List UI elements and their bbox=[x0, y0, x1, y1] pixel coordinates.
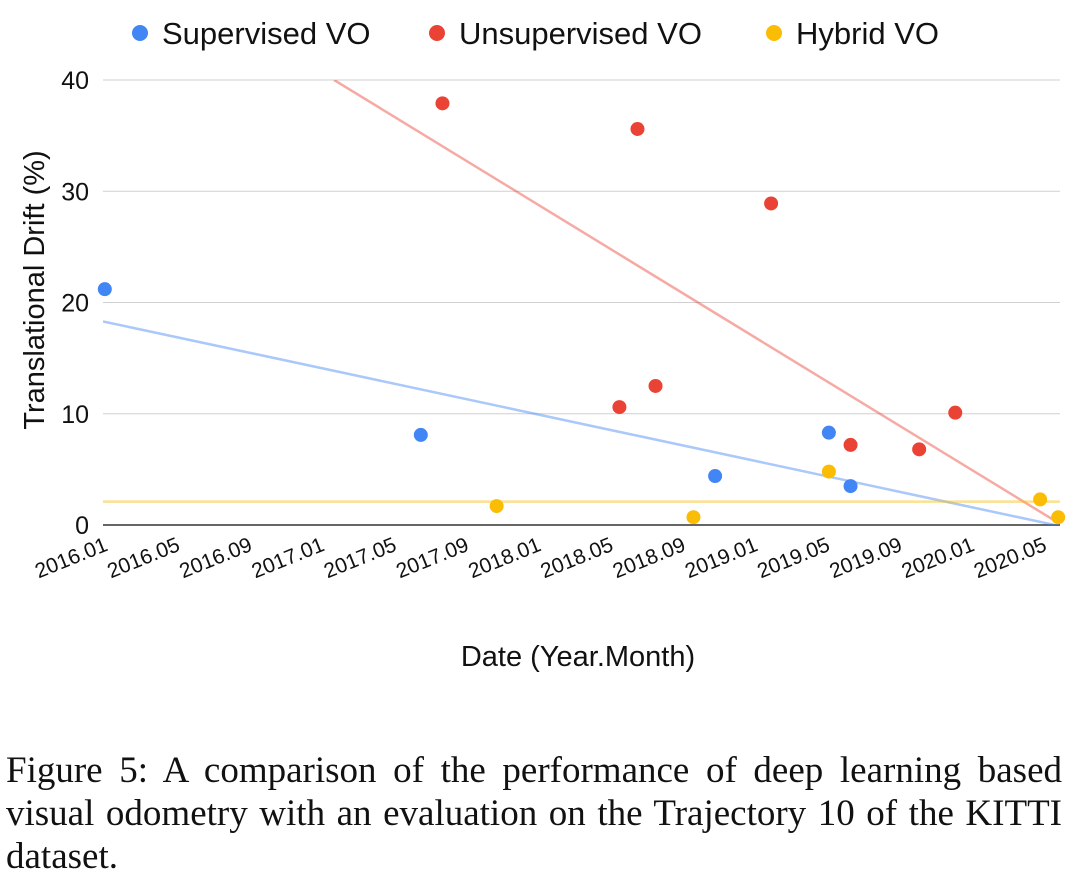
point-supervised-vo bbox=[97, 282, 112, 297]
point-supervised-vo bbox=[821, 425, 836, 440]
y-tick-label: 30 bbox=[61, 178, 89, 206]
point-unsupervised-vo bbox=[648, 378, 663, 393]
point-hybrid-vo bbox=[821, 464, 836, 479]
x-axis-label: Date (Year.Month) bbox=[461, 641, 695, 673]
x-tick-label: 2020.01 bbox=[899, 533, 978, 583]
point-unsupervised-vo bbox=[764, 196, 779, 211]
legend-label-unsupervised-vo: Unsupervised VO bbox=[459, 16, 702, 51]
point-unsupervised-vo bbox=[912, 442, 927, 457]
legend-marker-supervised-vo bbox=[132, 25, 148, 41]
point-unsupervised-vo bbox=[843, 437, 858, 452]
trend-line-unsupervised-vo bbox=[333, 80, 1060, 525]
legend-marker-hybrid-vo bbox=[766, 25, 782, 41]
y-tick-label: 10 bbox=[61, 401, 89, 429]
point-unsupervised-vo bbox=[435, 96, 450, 111]
x-tick-label: 2017.05 bbox=[321, 533, 400, 583]
x-tick-label: 2019.05 bbox=[754, 533, 833, 583]
point-supervised-vo bbox=[413, 427, 428, 442]
x-tick-label: 2018.01 bbox=[465, 533, 544, 583]
point-unsupervised-vo bbox=[948, 405, 963, 420]
y-axis-label: Translational Drift (%) bbox=[19, 150, 51, 429]
x-tick-label: 2017.09 bbox=[393, 533, 472, 583]
x-tick-label: 2020.05 bbox=[971, 533, 1050, 583]
point-hybrid-vo bbox=[489, 499, 504, 514]
x-tick-label: 2017.01 bbox=[249, 533, 328, 583]
x-tick-label: 2019.01 bbox=[682, 533, 761, 583]
figure-caption: Figure 5: A comparison of the performanc… bbox=[6, 750, 1062, 877]
point-unsupervised-vo bbox=[612, 400, 627, 415]
legend-marker-unsupervised-vo bbox=[429, 25, 445, 41]
legend-label-hybrid-vo: Hybrid VO bbox=[796, 16, 939, 51]
x-tick-label: 2018.05 bbox=[537, 533, 616, 583]
trend-line-supervised-vo bbox=[103, 320, 1060, 525]
x-tick-label: 2016.05 bbox=[104, 533, 183, 583]
x-tick-label: 2016.09 bbox=[176, 533, 255, 583]
grid-lines bbox=[103, 79, 1060, 526]
point-unsupervised-vo bbox=[630, 121, 645, 136]
y-tick-label: 40 bbox=[61, 67, 89, 95]
point-hybrid-vo bbox=[686, 510, 701, 525]
point-supervised-vo bbox=[843, 479, 858, 494]
data-points bbox=[97, 96, 1066, 525]
x-tick-label: 2016.01 bbox=[32, 533, 111, 583]
x-tick-label: 2019.09 bbox=[826, 533, 905, 583]
point-hybrid-vo bbox=[1033, 492, 1048, 507]
y-axis-ticks: 0 10 20 30 40 bbox=[61, 67, 89, 540]
point-hybrid-vo bbox=[1051, 510, 1066, 525]
x-tick-label: 2018.09 bbox=[610, 533, 689, 583]
legend: Supervised VO Unsupervised VO Hybrid VO bbox=[132, 16, 939, 51]
scatter-chart: Supervised VO Unsupervised VO Hybrid VO 0 1… bbox=[19, 16, 1066, 673]
y-tick-label: 0 bbox=[75, 512, 89, 540]
y-tick-label: 20 bbox=[61, 290, 89, 318]
legend-label-supervised-vo: Supervised VO bbox=[162, 16, 371, 51]
trend-lines bbox=[103, 80, 1060, 525]
x-axis-ticks: 2016.012016.052016.092017.012017.052017.… bbox=[32, 533, 1050, 583]
point-supervised-vo bbox=[708, 469, 723, 484]
